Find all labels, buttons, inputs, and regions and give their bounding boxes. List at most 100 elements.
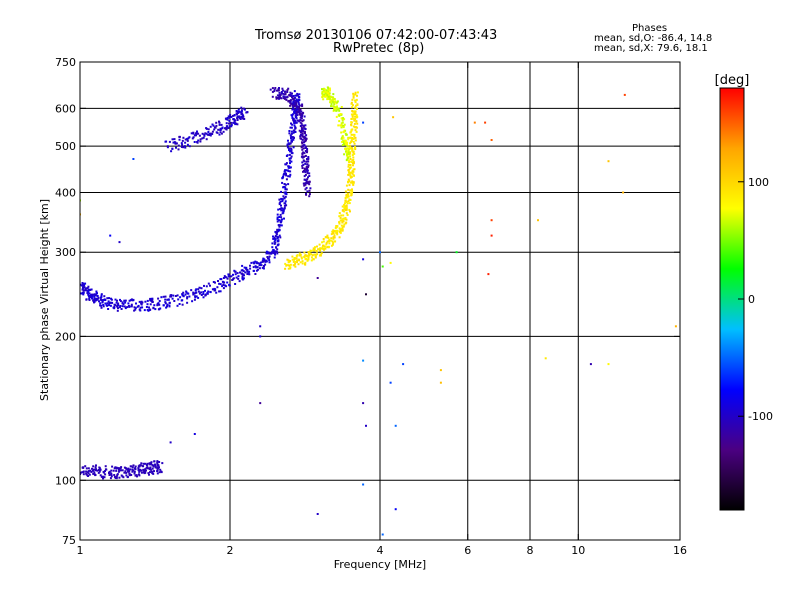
- echo-point: [354, 93, 357, 96]
- echo-point: [234, 273, 237, 276]
- echo-point: [294, 112, 297, 115]
- echo-point: [294, 101, 297, 104]
- echo-point: [207, 128, 210, 131]
- echo-point: [90, 470, 93, 473]
- echo-point: [243, 266, 246, 269]
- echo-point: [290, 139, 293, 142]
- echo-point: [306, 255, 309, 258]
- echo-point: [228, 283, 231, 286]
- echo-point: [298, 120, 301, 123]
- echo-point: [128, 472, 131, 475]
- echo-point: [151, 297, 154, 300]
- echo-point: [257, 268, 259, 271]
- echo-point: [159, 307, 162, 310]
- echo-point: [349, 151, 352, 154]
- echo-point: [112, 469, 115, 472]
- echo-point: [140, 469, 143, 472]
- echo-point: [276, 213, 279, 216]
- echo-point: [277, 97, 279, 99]
- echo-point: [246, 273, 249, 275]
- echo-point: [340, 137, 343, 140]
- echo-point: [301, 153, 304, 156]
- echo-point: [348, 171, 350, 174]
- echo-point: [181, 293, 184, 296]
- echo-point: [127, 467, 130, 470]
- echo-point: [190, 132, 193, 135]
- echo-point: [241, 264, 244, 267]
- echo-point: [154, 308, 157, 311]
- echo-point: [279, 213, 282, 216]
- echo-point: [101, 301, 104, 304]
- echo-point: [240, 112, 243, 115]
- echo-point: [354, 147, 357, 150]
- echo-point: [348, 172, 351, 175]
- echo-point: [220, 132, 223, 135]
- echo-point: [352, 181, 355, 184]
- echo-point: [352, 138, 355, 140]
- echo-point: [223, 275, 226, 278]
- echo-point: [103, 298, 106, 301]
- echo-point: [280, 216, 283, 219]
- echo-point: [120, 469, 122, 472]
- echo-point: [354, 115, 357, 118]
- x-tick-label: 16: [673, 544, 687, 557]
- echo-point: [283, 217, 285, 220]
- echo-point: [301, 115, 303, 117]
- echo-point: [284, 188, 287, 191]
- echo-point: [93, 295, 96, 298]
- echo-point: [81, 466, 84, 469]
- echo-point: [349, 141, 352, 144]
- echo-point: [284, 267, 287, 270]
- echo-point: [207, 282, 210, 285]
- x-tick-label: 1: [77, 544, 84, 557]
- echo-point: [308, 180, 311, 183]
- echo-point: [256, 266, 259, 269]
- echo-point: [287, 139, 289, 142]
- echo-point: [218, 120, 220, 123]
- echo-point: [222, 287, 225, 290]
- echo-point: [212, 281, 215, 283]
- echo-point: [341, 205, 344, 208]
- x-tick-label: 10: [571, 544, 585, 557]
- echo-point: [324, 236, 327, 239]
- echo-point: [110, 472, 113, 475]
- echo-point: [352, 164, 354, 167]
- echo-point: [222, 281, 225, 284]
- echo-point: [340, 224, 343, 227]
- echo-point: [278, 216, 281, 218]
- echo-point: [145, 469, 147, 472]
- echo-point: [273, 236, 276, 239]
- echo-point: [132, 464, 135, 467]
- echo-point: [240, 106, 243, 109]
- echo-point: [322, 95, 325, 98]
- echo-point: [301, 141, 303, 144]
- echo-point: [354, 139, 357, 142]
- echo-point: [164, 295, 167, 298]
- echo-point: [303, 160, 306, 163]
- echo-point: [85, 298, 88, 301]
- echo-point: [109, 301, 112, 304]
- echo-point: [274, 253, 277, 256]
- echo-point: [230, 275, 233, 278]
- echo-point: [104, 468, 107, 471]
- echo-point: [174, 141, 177, 144]
- echo-point: [197, 296, 200, 299]
- echo-point: [355, 120, 358, 123]
- echo-point: [326, 234, 329, 237]
- echo-point: [347, 145, 350, 148]
- echo-point: [323, 93, 326, 96]
- echo-point: [294, 103, 296, 106]
- echo-point: [287, 267, 290, 270]
- echo-point: [156, 460, 159, 463]
- echo-point: [290, 132, 293, 135]
- echo-point: [143, 472, 146, 475]
- echo-point: [103, 476, 106, 479]
- echo-point: [234, 123, 237, 125]
- echo-point: [389, 381, 392, 384]
- echo-point: [115, 301, 118, 304]
- echo-point: [82, 285, 85, 288]
- echo-point: [289, 166, 292, 169]
- echo-point: [351, 98, 354, 101]
- echo-point: [123, 299, 126, 302]
- echo-point: [288, 159, 291, 162]
